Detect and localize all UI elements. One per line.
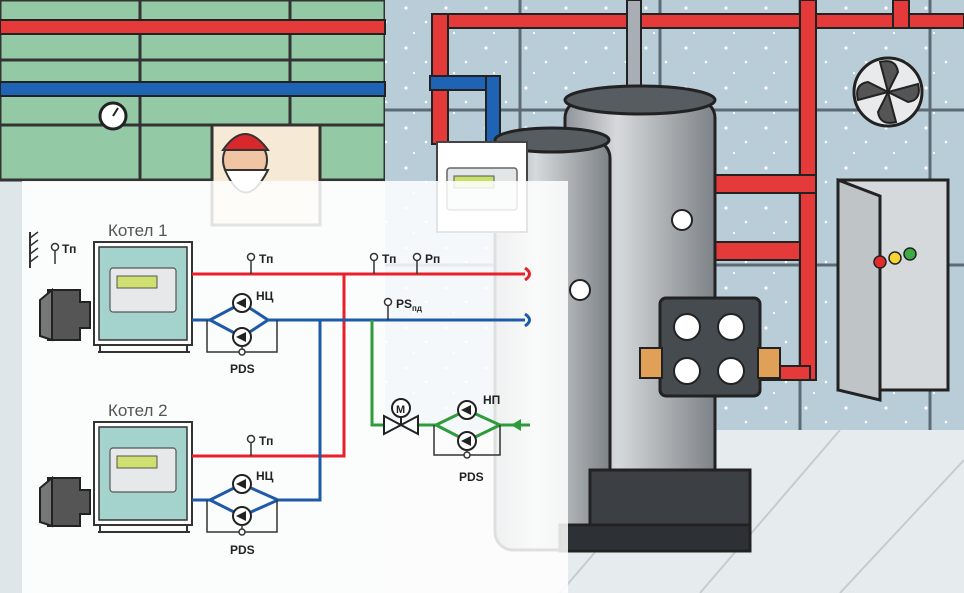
boiler-2[interactable]: Котел 2 bbox=[39, 401, 193, 533]
supply-temp-label: Тп bbox=[382, 252, 396, 266]
pds-1-label: PDS bbox=[230, 362, 255, 376]
makeup-line[interactable]: М НП PDS bbox=[370, 320, 530, 484]
supply-temp-sensor: Тп bbox=[369, 252, 396, 274]
supply-pressure-sensor: Рп bbox=[412, 252, 440, 274]
outdoor-temp-sensor: Тп bbox=[29, 231, 76, 268]
supply-pipes bbox=[192, 266, 531, 458]
pds-makeup-label: PDS bbox=[459, 470, 484, 484]
boiler-1-title: Котел 1 bbox=[108, 221, 168, 240]
return-pressure-label: PS bbox=[396, 297, 412, 311]
circ-pump-2-label: НЦ bbox=[256, 469, 274, 483]
circ-pump-group-1[interactable]: НЦ PDS bbox=[192, 289, 278, 376]
return-pipes bbox=[268, 312, 531, 502]
boiler-2-title: Котел 2 bbox=[108, 401, 168, 420]
svg-text:PSпд: PSпд bbox=[396, 297, 422, 313]
pds-2-label: PDS bbox=[230, 543, 255, 557]
return-pressure-sub: пд bbox=[412, 304, 422, 313]
boiler-1-temp-label: Тп bbox=[259, 252, 273, 266]
supply-pressure-label: Рп bbox=[425, 252, 440, 266]
circ-pump-1-label: НЦ bbox=[256, 289, 274, 303]
boiler-2-temp-sensor: Тп bbox=[246, 434, 273, 456]
boiler-2-temp-label: Тп bbox=[259, 434, 273, 448]
valve-motor-label: М bbox=[396, 404, 405, 416]
boiler-1-temp-sensor: Тп bbox=[246, 252, 273, 274]
return-pressure-switch: PSпд bbox=[383, 297, 422, 320]
circ-pump-group-2[interactable]: НЦ PDS bbox=[192, 469, 282, 557]
boiler-1[interactable]: Котел 1 bbox=[39, 221, 193, 353]
makeup-pump-label: НП bbox=[483, 393, 500, 407]
outdoor-temp-label: Тп bbox=[62, 242, 76, 256]
